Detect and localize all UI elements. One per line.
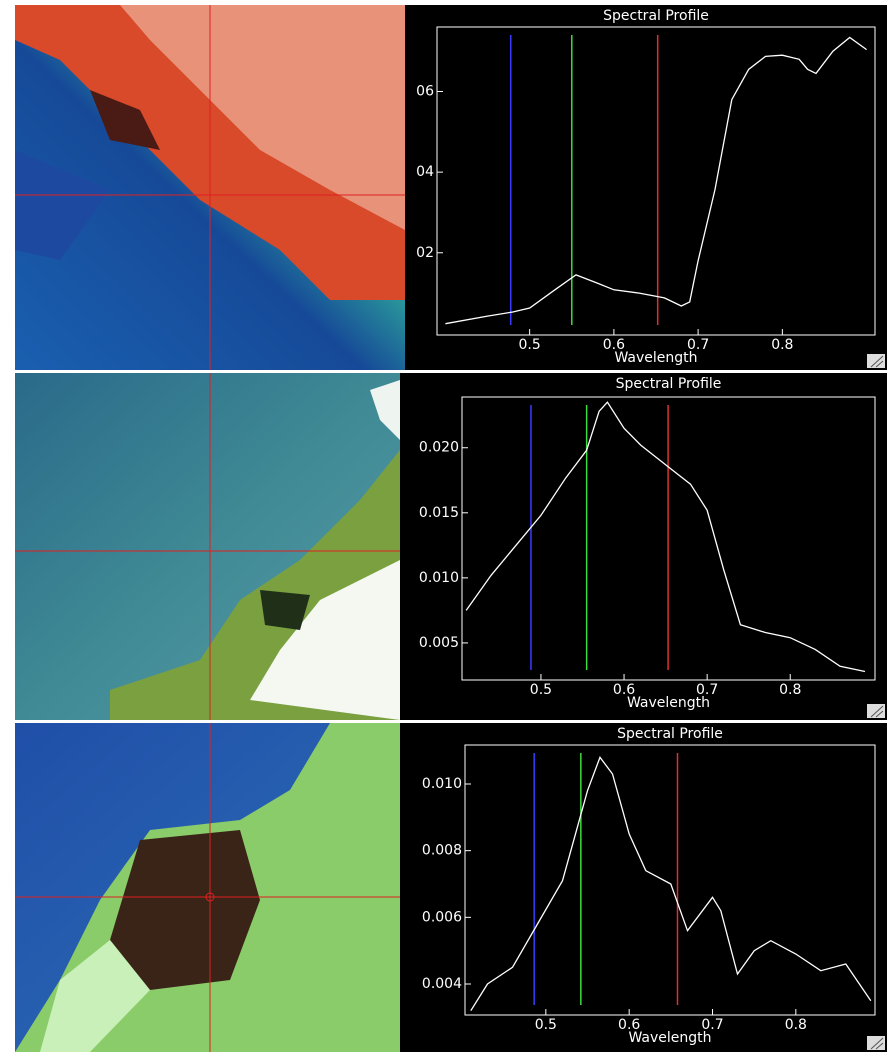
x-tick-label: 0.5 <box>519 337 541 353</box>
chart-background <box>405 5 887 370</box>
page: Spectral Profile0204060.50.60.70.8Wavele… <box>0 0 887 1055</box>
y-tick-label: 0.010 <box>422 776 462 792</box>
y-tick-label: 04 <box>416 164 434 180</box>
x-tick-label: 0.5 <box>530 682 552 698</box>
chart-title: Spectral Profile <box>616 376 722 392</box>
chart-background <box>400 373 887 720</box>
x-tick-label: 0.8 <box>779 682 801 698</box>
y-tick-label: 0.004 <box>422 976 462 992</box>
image-panel <box>15 723 400 1052</box>
x-axis-label: Wavelength <box>628 1030 711 1046</box>
y-tick-label: 0.008 <box>422 843 462 859</box>
x-tick-label: 0.8 <box>771 337 793 353</box>
y-tick-label: 0.010 <box>419 570 459 586</box>
x-axis-label: Wavelength <box>627 695 710 711</box>
x-tick-label: 0.8 <box>785 1017 807 1033</box>
figure: Spectral Profile0204060.50.60.70.8Wavele… <box>0 0 887 1055</box>
x-axis-label: Wavelength <box>614 350 697 366</box>
x-tick-label: 0.5 <box>535 1017 557 1033</box>
y-tick-label: 0.006 <box>422 909 462 925</box>
y-tick-label: 06 <box>416 84 434 100</box>
chart-title: Spectral Profile <box>603 8 709 24</box>
image-panel <box>15 5 405 370</box>
chart-background <box>400 723 887 1052</box>
chart: Spectral Profile 0.004 0.006 0.008 0.010 0.5 0… <box>400 723 887 1052</box>
y-tick-label: 0.020 <box>419 440 459 456</box>
image-panel <box>15 373 400 720</box>
chart-title: Spectral Profile <box>617 726 723 742</box>
chart: Spectral Profile 0.005 0.010 0.015 0.020 0.5 0… <box>400 373 887 720</box>
y-tick-label: 02 <box>416 245 434 261</box>
y-tick-label: 0.005 <box>419 635 459 651</box>
y-tick-label: 0.015 <box>419 505 459 521</box>
